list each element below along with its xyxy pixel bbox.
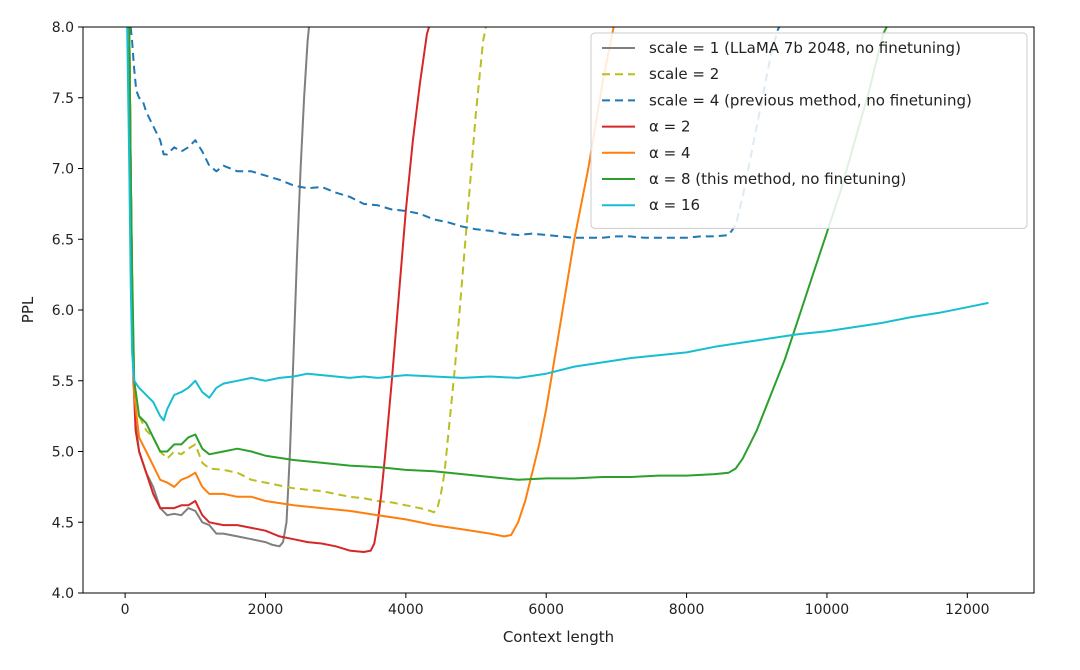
x-tick-label: 4000: [388, 602, 424, 618]
series-line-6: [126, 27, 989, 422]
legend-box: [590, 32, 1028, 229]
y-tick-label: 5.5: [52, 374, 74, 390]
legend-entry-label: α = 16: [649, 196, 700, 214]
y-axis-ticks: 4.0 4.5 5.0 5.5 6.0 6.5 7.0 7.5 8.0: [52, 20, 83, 602]
x-tick-label: 10000: [805, 602, 850, 618]
series-line-3: [128, 27, 430, 553]
y-tick-label: 6.5: [52, 232, 74, 248]
x-tick-label: 12000: [945, 602, 990, 618]
y-tick-label: 4.5: [52, 515, 74, 531]
y-tick-label: 5.0: [52, 445, 74, 461]
legend-entry-label: α = 4: [649, 144, 691, 162]
legend-entry-label: scale = 2: [649, 65, 719, 83]
legend-entry-label: scale = 1 (LLaMA 7b 2048, no finetuning): [649, 39, 961, 57]
y-tick-label: 8.0: [52, 20, 74, 36]
y-axis-label: PPL: [19, 296, 37, 323]
y-tick-label: 6.0: [52, 303, 74, 319]
legend-entry-label: α = 8 (this method, no finetuning): [649, 170, 906, 188]
x-tick-label: 2000: [248, 602, 284, 618]
x-axis-label: Context length: [503, 628, 614, 646]
x-axis-ticks: 0 2000 4000 6000 8000 10000 12000: [121, 593, 990, 618]
series-line-5: [128, 27, 888, 481]
legend-entry-label: scale = 4 (previous method, no finetunin…: [649, 91, 972, 109]
y-tick-label: 7.0: [52, 162, 74, 178]
series-line-4: [128, 27, 615, 538]
legend: scale = 1 (LLaMA 7b 2048, no finetuning)…: [590, 32, 1028, 229]
series-layer: [126, 27, 989, 553]
series-line-1: [128, 27, 487, 514]
y-tick-label: 7.5: [52, 91, 74, 107]
series-line-0: [128, 27, 310, 548]
x-tick-label: 8000: [669, 602, 705, 618]
series-line-2: [129, 27, 781, 239]
legend-entry-label: α = 2: [649, 118, 691, 136]
x-tick-label: 6000: [528, 602, 564, 618]
y-tick-label: 4.0: [52, 586, 74, 602]
x-tick-label: 0: [121, 602, 130, 618]
